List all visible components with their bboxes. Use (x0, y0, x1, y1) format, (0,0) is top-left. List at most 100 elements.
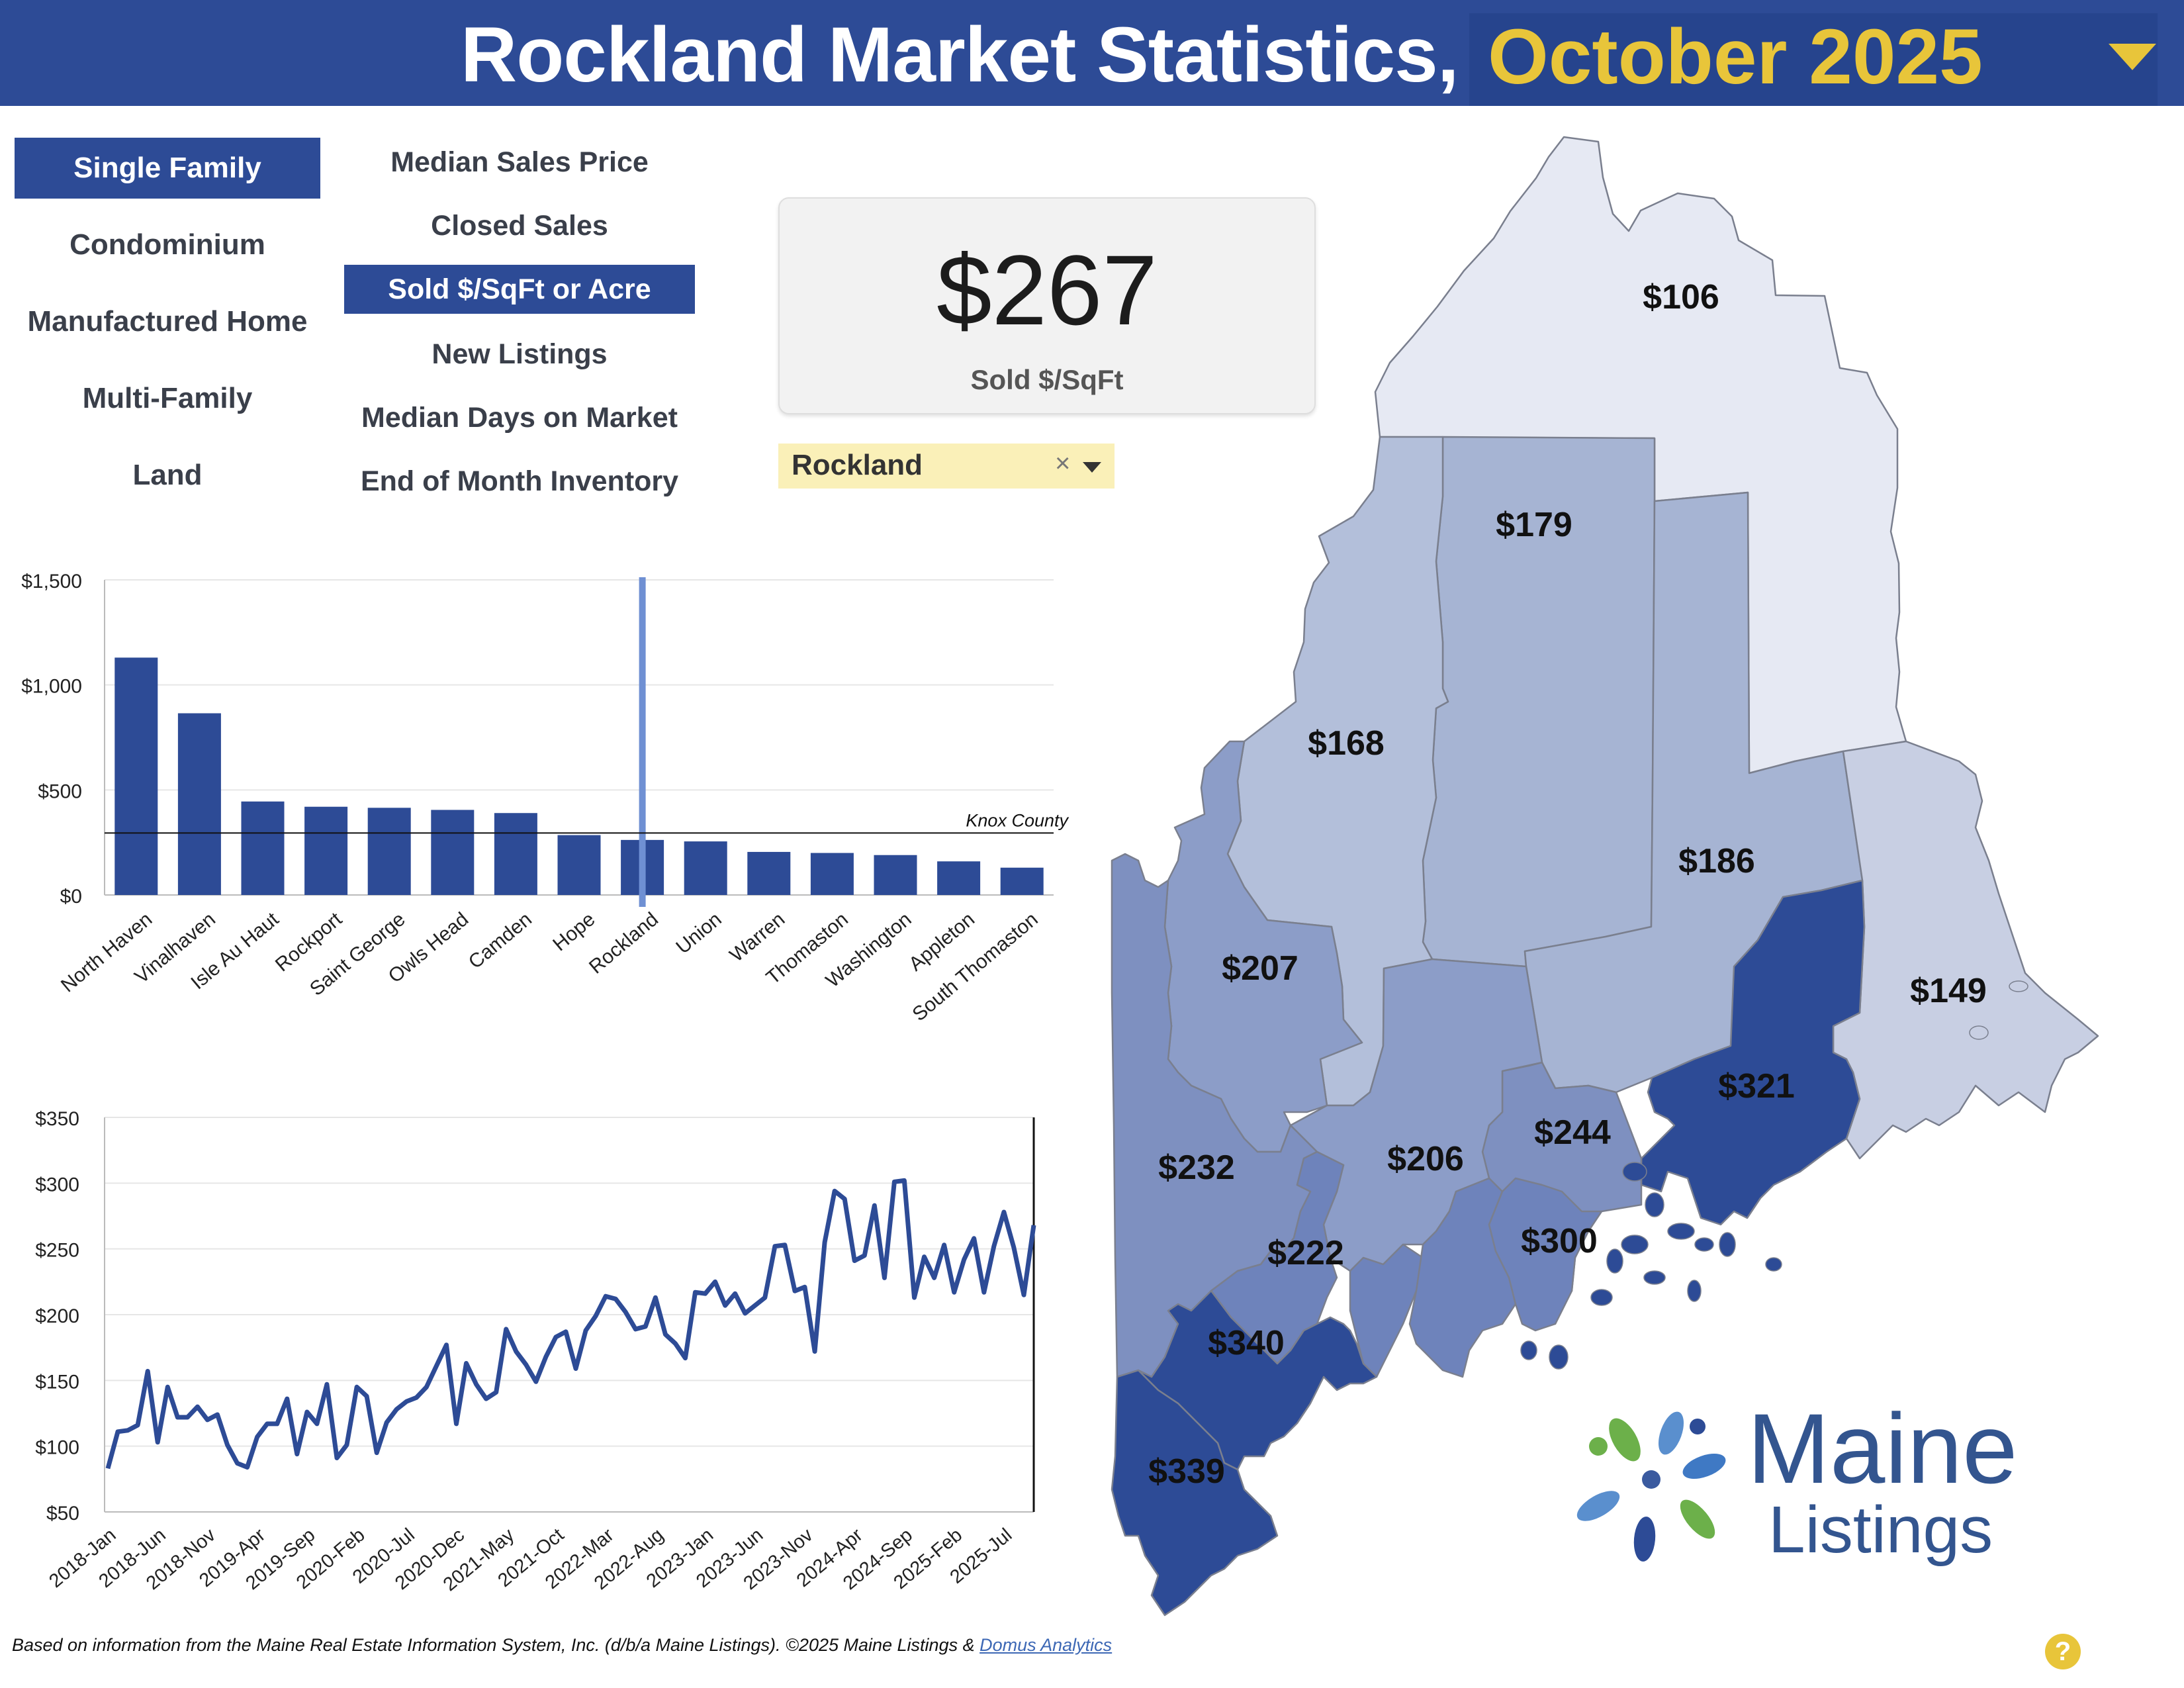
island (1765, 1257, 1782, 1272)
island (1719, 1232, 1736, 1257)
county-aroostook[interactable] (1374, 136, 1907, 774)
bar-y-tick: $500 (38, 780, 82, 802)
sold-per-sqft-trend-line (105, 1178, 1036, 1470)
island (1520, 1340, 1537, 1360)
county-york[interactable] (1111, 1369, 1279, 1617)
month-selector[interactable] (1469, 13, 2158, 106)
property-type-multi-family[interactable]: Multi-Family (82, 382, 253, 414)
county-hancock[interactable] (1640, 879, 1866, 1226)
island (1687, 1280, 1702, 1302)
clear-icon[interactable]: × (1055, 449, 1071, 478)
bar-y-tick: $1,500 (21, 571, 82, 592)
county-map: $106 $179 $168 $186 $149 $207 $321 $244 $232 $206… (1111, 136, 2099, 1617)
county-value-label: $207 (1222, 949, 1298, 988)
line-y-tick: $350 (35, 1108, 79, 1130)
bar-x-tick: Union (672, 908, 725, 959)
page-title: Rockland Market Statistics, (461, 11, 1459, 99)
island (1622, 1162, 1647, 1182)
property-type-single-family[interactable]: Single Family (15, 138, 320, 199)
county-value-label: $222 (1267, 1234, 1344, 1272)
property-type-land[interactable]: Land (132, 459, 203, 491)
bar-x-tick: Hope (549, 908, 599, 955)
island (1590, 1289, 1613, 1306)
island (1694, 1237, 1714, 1252)
county-value-label: $179 (1496, 506, 1572, 544)
bar-hope[interactable] (557, 835, 601, 895)
domus-analytics-link[interactable]: Domus Analytics (979, 1635, 1113, 1655)
bar-isle-au-haut[interactable] (241, 801, 285, 895)
header-bar: Rockland Market Statistics, October 2025 (0, 0, 2184, 106)
line-y-tick: $200 (35, 1305, 79, 1327)
metric-median-sales-price[interactable]: Median Sales Price (390, 146, 649, 178)
island (1969, 1025, 1989, 1040)
kpi-card: $267 Sold $/SqFt (778, 197, 1316, 414)
line-y-tick: $300 (35, 1174, 79, 1196)
county-sagadahoc[interactable] (1349, 1243, 1424, 1378)
county-value-label: $206 (1387, 1140, 1464, 1178)
bar-washington[interactable] (874, 855, 917, 895)
bar-union[interactable] (684, 841, 727, 895)
island (1549, 1344, 1569, 1370)
bar-north-haven[interactable] (114, 657, 158, 895)
bar-y-tick: $1,000 (21, 676, 82, 698)
county-value-label: $232 (1158, 1149, 1235, 1187)
footer-disclaimer: Based on information from the Maine Real… (12, 1635, 1112, 1656)
bar-camden[interactable] (494, 813, 537, 895)
town-selector[interactable]: Rockland × (778, 444, 1115, 489)
county-value-label: $339 (1148, 1452, 1225, 1491)
property-type-condominium[interactable]: Condominium (69, 228, 265, 261)
county-value-label: $244 (1534, 1113, 1611, 1152)
county-washington[interactable] (1832, 740, 2099, 1160)
bar-south-thomaston[interactable] (1000, 867, 1044, 895)
town-selector-value: Rockland (792, 449, 923, 481)
county-value-label: $340 (1208, 1324, 1285, 1362)
county-value-label: $149 (1910, 972, 1987, 1010)
line-y-tick: $100 (35, 1437, 79, 1459)
line-y-tick: $150 (35, 1371, 79, 1393)
metric-new-listings[interactable]: New Listings (432, 338, 608, 370)
bar-x-tick: Rockland (585, 908, 662, 978)
footer-text: Based on information from the Maine Real… (12, 1635, 980, 1655)
county-value-label: $168 (1308, 724, 1385, 763)
county-value-label: $300 (1521, 1222, 1598, 1260)
month-label[interactable]: October 2025 (1488, 13, 1983, 101)
bar-warren[interactable] (747, 851, 791, 895)
county-value-label: $186 (1678, 842, 1755, 880)
line-y-tick: $250 (35, 1240, 79, 1262)
county-value-label: $106 (1643, 278, 1719, 316)
bar-appleton[interactable] (937, 861, 981, 895)
maine-listings-logo: Maine Listings (1576, 1393, 2018, 1567)
logo-text-maine: Maine (1747, 1393, 2018, 1504)
bar-highlight-marker (639, 577, 646, 907)
county-knox[interactable] (1488, 1177, 1603, 1332)
island (1645, 1192, 1664, 1217)
help-icon[interactable]: ? (2045, 1634, 2081, 1669)
metric-closed-sales[interactable]: Closed Sales (431, 209, 608, 242)
metric-end-of-month-inventory[interactable]: End of Month Inventory (360, 465, 679, 497)
logo-mark (1576, 1411, 1726, 1562)
kpi-label: Sold $/SqFt (970, 364, 1124, 395)
line-chart: $50$100$150$200$250$300$3502018-Jan2018-… (35, 1108, 1036, 1595)
bar-rockport[interactable] (304, 806, 348, 895)
bar-owls-head[interactable] (431, 810, 475, 895)
bar-thomaston[interactable] (810, 853, 854, 895)
metric-median-days-on-market[interactable]: Median Days on Market (361, 401, 678, 434)
bar-saint-george[interactable] (367, 808, 411, 895)
island (1667, 1223, 1695, 1240)
chevron-down-icon[interactable] (2109, 44, 2156, 70)
bar-vinalhaven[interactable] (177, 713, 221, 895)
line-y-tick: $50 (46, 1503, 79, 1524)
island (1606, 1248, 1623, 1274)
knox-county-label: Knox County (966, 810, 1069, 830)
logo-text-listings: Listings (1768, 1493, 1993, 1567)
chevron-down-icon[interactable] (1083, 462, 1101, 473)
kpi-value: $267 (936, 234, 1158, 346)
county-value-label: $321 (1718, 1067, 1795, 1105)
island (1643, 1270, 1666, 1285)
island (2009, 980, 2028, 992)
metric-sold-per-sqft[interactable]: Sold $/SqFt or Acre (344, 265, 695, 314)
island (1621, 1235, 1649, 1254)
bar-y-tick: $0 (60, 886, 82, 908)
property-type-manufactured-home[interactable]: Manufactured Home (27, 305, 308, 338)
